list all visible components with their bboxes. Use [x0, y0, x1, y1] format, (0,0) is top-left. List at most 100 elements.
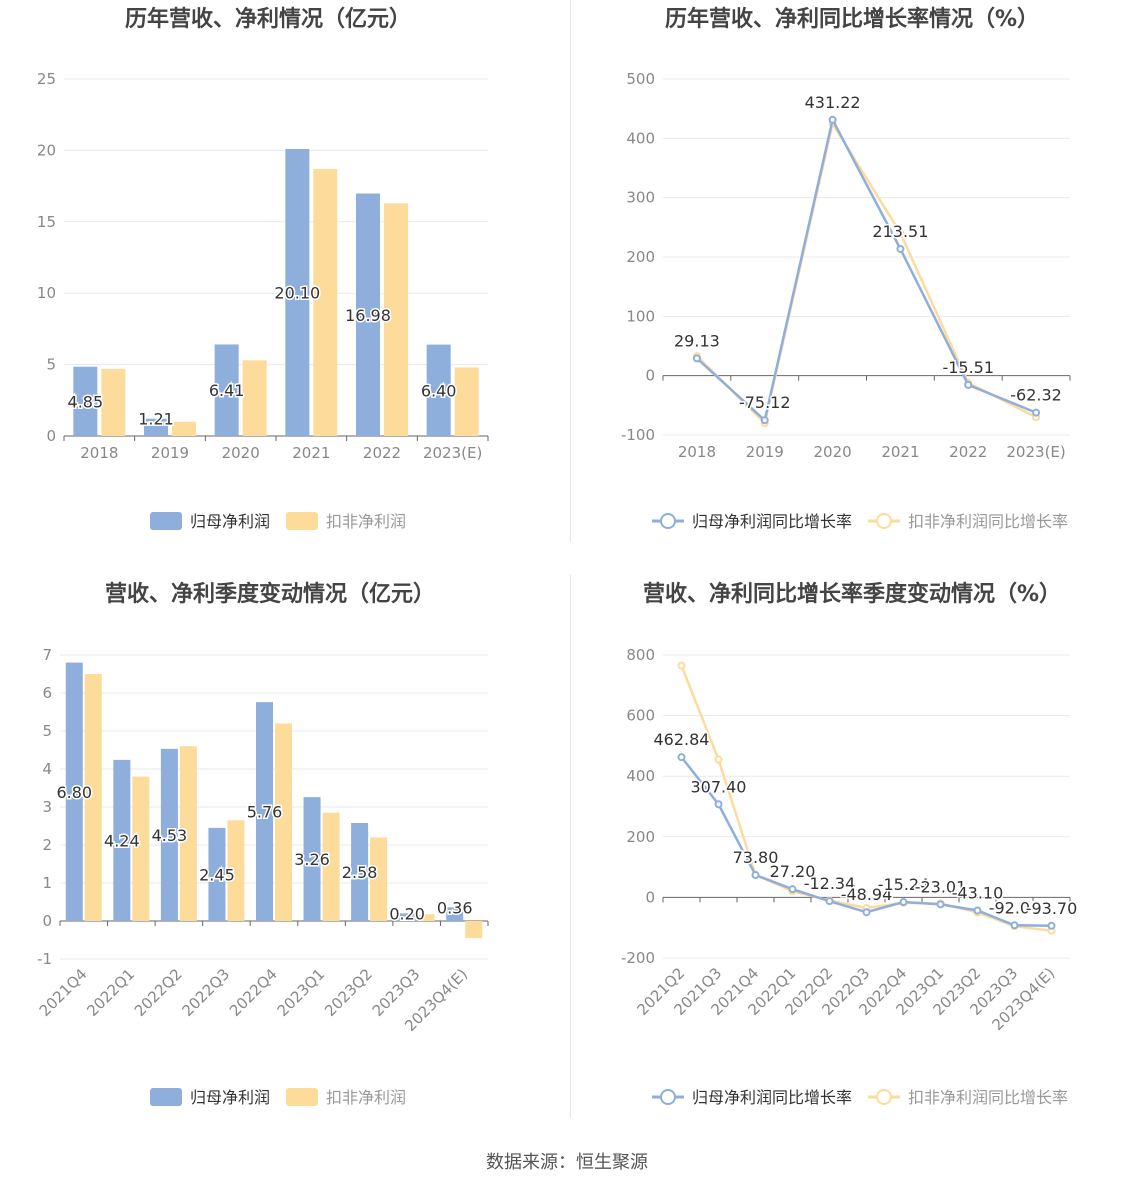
bar-net-profit: [256, 702, 273, 921]
data-label: 3.26: [294, 850, 330, 869]
bar-deducted-profit: [179, 746, 197, 921]
line-point: [1032, 408, 1041, 417]
bar-net-profit: [73, 366, 98, 436]
data-label: -75.12: [739, 393, 791, 412]
data-label: 0.20: [389, 904, 425, 923]
bar-net-profit: [65, 662, 83, 921]
bar-deducted-profit: [172, 421, 196, 436]
data-label: 2.45: [199, 865, 235, 884]
data-label: -62.32: [1010, 386, 1062, 405]
y-tick-label: 6: [42, 684, 52, 702]
y-tick-label: 0: [645, 367, 655, 385]
y-tick-label: 200: [626, 248, 655, 266]
data-source-footer: 数据来源：恒生聚源: [486, 1152, 648, 1173]
bar-net-profit: [351, 822, 369, 921]
y-tick-label: 0: [645, 888, 655, 906]
legend-item: 扣非净利润: [286, 512, 406, 531]
x-tick-label: 2020: [813, 443, 851, 461]
y-tick-label: -1: [37, 950, 52, 968]
bar-net-profit: [214, 344, 239, 436]
bar-net-profit: [398, 913, 416, 921]
panel-divider-top: [570, 0, 571, 542]
y-tick-label: 0: [46, 427, 56, 445]
line-point: [973, 906, 982, 915]
line-point: [862, 908, 871, 917]
legend-circle-marker: [660, 1089, 676, 1105]
legend-label: 扣非净利润: [326, 1088, 406, 1107]
legend-label: 扣非净利润同比增长率: [908, 512, 1068, 531]
data-label: 20.10: [274, 283, 320, 302]
x-tick-label: 2023(E): [1006, 443, 1065, 461]
chart-title: 营收、净利同比增长率季度变动情况（%）: [643, 581, 1061, 607]
y-tick-label: 25: [37, 70, 56, 88]
bar-deducted-profit: [242, 360, 267, 436]
bar-net-profit: [303, 797, 321, 921]
line-point: [964, 380, 973, 389]
legend-item: 扣非净利润同比增长率: [868, 512, 1068, 531]
line-point: [1010, 921, 1019, 930]
x-tick-label: 2022: [363, 444, 401, 462]
bar-deducted-profit: [465, 921, 483, 939]
x-tick-label: 2022Q3: [178, 965, 233, 1020]
y-tick-label: 600: [626, 707, 655, 725]
line-point: [692, 354, 701, 363]
legend-item: 扣非净利润: [286, 1088, 406, 1107]
data-label: 6.80: [56, 783, 92, 802]
y-tick-label: 300: [626, 189, 655, 207]
x-tick-label: 2018: [678, 443, 716, 461]
chart-quarterly-growth-svg: 营收、净利同比增长率季度变动情况（%）-20002004006008002021…: [621, 581, 1079, 1107]
data-label: -23.01: [915, 877, 967, 896]
chart-annual-growth-svg: 历年营收、净利同比增长率情况（%） -100 0 100 200 300 400 500 201…: [621, 6, 1071, 531]
data-label: 0.36: [437, 898, 473, 917]
line-point: [896, 229, 905, 238]
y-tick-label: 7: [42, 646, 52, 664]
y-tick-label: 5: [46, 356, 56, 374]
panel-divider-bottom: [570, 575, 571, 1118]
line-point: [677, 661, 686, 670]
line-point: [714, 800, 723, 809]
y-tick-label: 20: [37, 141, 56, 159]
line-point: [677, 753, 686, 762]
chart-annual-growth: 历年营收、净利同比增长率情况（%） -100 0 100 200 300 400 500 201…: [567, 0, 1134, 570]
chart-quarterly-profit: 营收、净利季度变动情况（亿元） -1 0 1 2 3 4 5 6 7 2021Q4 2022Q1 202…: [0, 575, 567, 1145]
data-label: 2.58: [342, 863, 378, 882]
legend-label: 归母净利润: [190, 1088, 270, 1107]
legend-item: 归母净利润同比增长率: [652, 512, 852, 531]
bar-deducted-profit: [132, 776, 150, 921]
legend-swatch: [150, 512, 182, 530]
x-tick-label: 2022Q2: [131, 965, 186, 1020]
chart-annual-profit-svg: 历年营收、净利情况（亿元） 0 5 10 15 20 25 2018 2019 2020 2021 2…: [37, 6, 489, 531]
x-tick-label: 2023Q2: [321, 965, 376, 1020]
bar-deducted-profit: [275, 723, 292, 921]
line-net-profit-growth: [696, 116, 1037, 423]
x-tick-label: 2019: [151, 444, 189, 462]
y-tick-label: -100: [621, 426, 655, 444]
line-point: [825, 897, 834, 906]
data-label: -15.51: [942, 358, 994, 377]
data-label: 4.24: [104, 831, 140, 850]
data-label: -15.24: [878, 875, 930, 894]
line-point: [828, 115, 837, 124]
data-label: 462.84: [654, 730, 710, 749]
line-point: [760, 416, 769, 425]
bar-deducted-profit: [227, 820, 245, 921]
y-tick-label: 4: [42, 760, 52, 778]
y-tick-label: 200: [626, 828, 655, 846]
legend-swatch: [286, 1088, 318, 1106]
x-tick-label: 2023Q1: [274, 965, 329, 1020]
x-tick-label: 2022Q4: [226, 965, 281, 1020]
y-tick-label: 2: [42, 836, 52, 854]
bar-deducted-profit: [370, 837, 388, 921]
data-label: 431.22: [805, 93, 861, 112]
data-label: -93.70: [1026, 899, 1078, 918]
bar-net-profit: [446, 907, 464, 921]
y-tick-label: 5: [42, 722, 52, 740]
chart-title: 营收、净利季度变动情况（亿元）: [105, 581, 435, 607]
data-label: 6.41: [209, 381, 245, 400]
data-label: 73.80: [733, 848, 779, 867]
chart-annual-profit: 历年营收、净利情况（亿元） 0 5 10 15 20 25 2018 2019 2020 2021 2…: [0, 0, 567, 570]
x-tick-label: 2022Q1: [83, 965, 138, 1020]
x-tick-label: 2018: [80, 444, 118, 462]
y-tick-label: 100: [626, 307, 655, 325]
y-tick-label: 500: [626, 70, 655, 88]
